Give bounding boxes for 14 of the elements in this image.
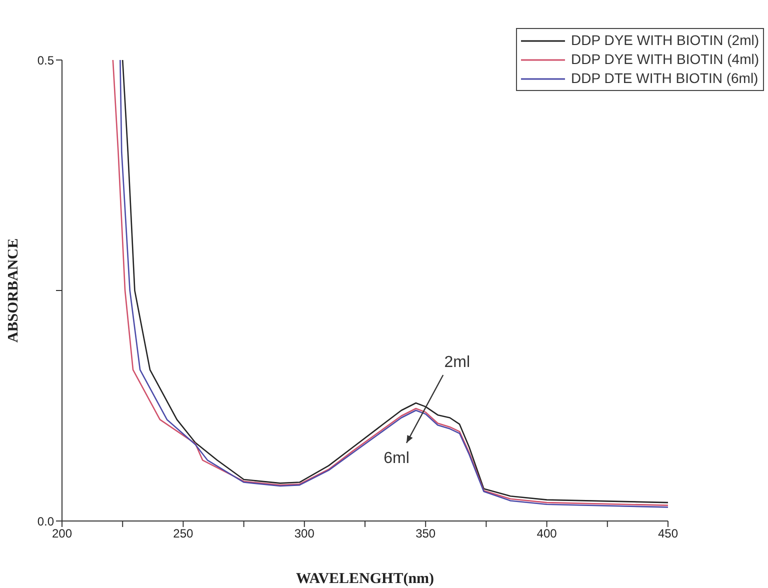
- x-tick-label: 200: [52, 526, 72, 541]
- x-tick-label: 250: [173, 526, 194, 541]
- x-tick-label: 400: [536, 526, 558, 541]
- legend-label: DDP DYE WITH BIOTIN (4ml): [571, 50, 759, 69]
- x-tick-label: 300: [294, 526, 315, 541]
- x-tick-label: 350: [416, 526, 436, 541]
- x-axis-title: WAVELENGHT(nm): [296, 571, 434, 587]
- annotation: 2ml: [444, 354, 470, 372]
- y-tick-label: 0.5: [37, 53, 54, 68]
- annotation: 6ml: [384, 450, 410, 467]
- y-tick-label: 0.0: [37, 514, 54, 528]
- x-tick-label: 450: [658, 526, 678, 541]
- legend-label: DDP DTE WITH BIOTIN (6ml): [571, 69, 758, 88]
- legend-label: DDP DYE WITH BIOTIN (2ml): [571, 31, 759, 50]
